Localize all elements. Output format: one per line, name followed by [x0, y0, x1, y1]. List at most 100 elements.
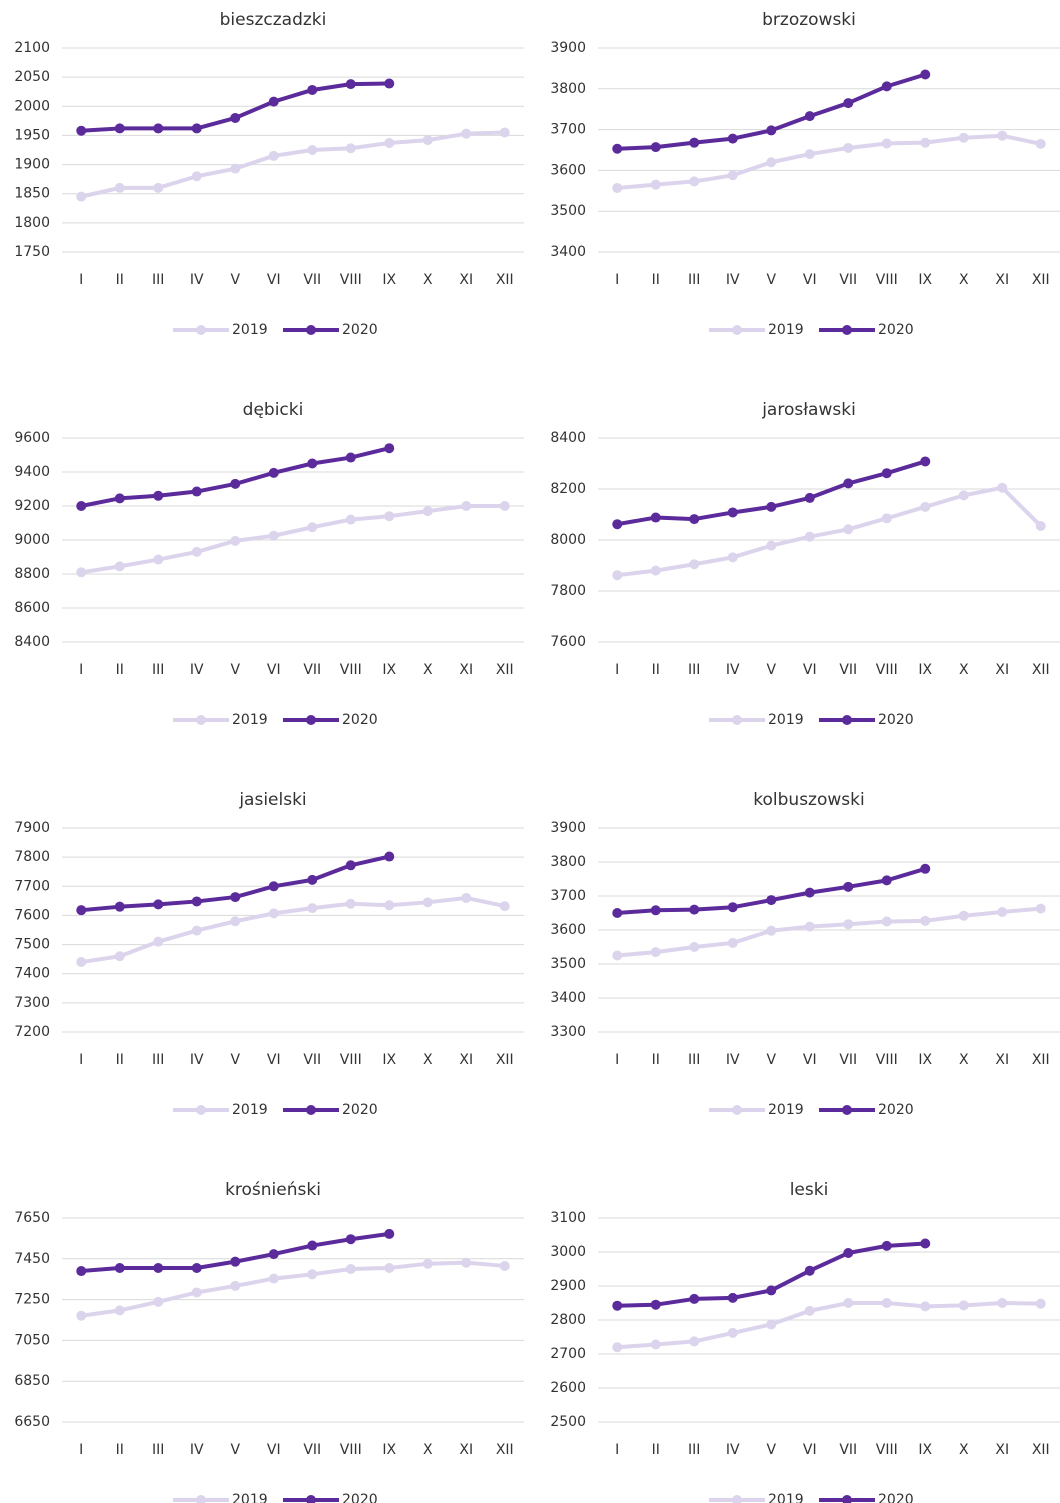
chart: kolbuszowski 3300 3400 3500 3600 3700 3800 3900… — [550, 790, 1060, 1118]
x-tick-label: III — [152, 1442, 164, 1458]
point — [230, 163, 241, 174]
legend-marker — [196, 325, 206, 335]
point — [153, 936, 164, 947]
point — [191, 546, 202, 557]
point — [881, 875, 892, 886]
y-tick-label: 7600 — [550, 634, 586, 650]
point — [153, 123, 164, 134]
legend-marker — [306, 1495, 316, 1503]
x-tick-label: XI — [459, 662, 473, 678]
legend-marker — [842, 1105, 852, 1115]
point — [345, 860, 356, 871]
x-tick-label: V — [230, 272, 240, 288]
y-tick-label: 1950 — [14, 127, 50, 143]
legend-label: 2020 — [342, 1102, 378, 1118]
point — [727, 552, 738, 563]
point — [920, 456, 931, 467]
x-tick-label: I — [615, 1442, 619, 1458]
series-line — [616, 459, 926, 527]
point — [804, 149, 815, 160]
x-tick-label: IX — [918, 272, 932, 288]
y-tick-label: 7800 — [14, 849, 50, 865]
point — [307, 522, 318, 533]
x-tick-label: II — [652, 1442, 660, 1458]
x-tick-label: V — [230, 1052, 240, 1068]
point — [230, 916, 241, 927]
x-tick-label: IV — [190, 662, 204, 678]
point — [689, 137, 700, 148]
legend-label: 2019 — [768, 712, 804, 728]
x-tick-label: X — [423, 1442, 433, 1458]
x-tick-label: VIII — [340, 662, 362, 678]
point — [920, 1301, 931, 1312]
point — [76, 1310, 87, 1321]
legend-marker — [196, 715, 206, 725]
point — [384, 851, 395, 862]
x-tick-label: V — [230, 1442, 240, 1458]
point — [843, 98, 854, 109]
y-tick-label: 2800 — [550, 1312, 586, 1328]
x-tick-label: VII — [839, 1442, 857, 1458]
x-tick-label: IX — [382, 1052, 396, 1068]
x-tick-label: III — [688, 662, 700, 678]
point — [650, 905, 661, 916]
point — [153, 1296, 164, 1307]
legend-marker — [306, 715, 316, 725]
point — [76, 957, 87, 968]
x-tick-label: XI — [459, 1052, 473, 1068]
x-tick-label: V — [766, 1442, 776, 1458]
series-line — [80, 895, 506, 965]
series-line — [81, 854, 390, 913]
point — [76, 191, 87, 202]
point — [230, 1256, 241, 1267]
point — [191, 123, 202, 134]
x-tick-label: XII — [1032, 1052, 1050, 1068]
point — [76, 567, 87, 578]
legend-label: 2019 — [232, 322, 268, 338]
x-tick-label: V — [766, 662, 776, 678]
point — [766, 895, 777, 906]
x-tick-label: II — [652, 662, 660, 678]
x-tick-label: IV — [190, 1052, 204, 1068]
legend-label: 2019 — [768, 1492, 804, 1503]
legend-label: 2020 — [878, 1492, 914, 1503]
point — [881, 468, 892, 479]
x-tick-label: VIII — [876, 1052, 898, 1068]
point — [76, 125, 87, 136]
y-tick-label: 7200 — [14, 1024, 50, 1040]
x-tick-label: VI — [267, 1442, 281, 1458]
x-tick-label: III — [688, 1442, 700, 1458]
legend-label: 2019 — [768, 322, 804, 338]
point — [689, 1336, 700, 1347]
point — [650, 512, 661, 523]
x-tick-label: XI — [995, 1052, 1009, 1068]
point — [268, 467, 279, 478]
y-tick-label: 1900 — [14, 157, 50, 173]
series-line — [80, 446, 390, 508]
series-line — [80, 504, 505, 575]
x-tick-label: IX — [382, 1442, 396, 1458]
point — [345, 898, 356, 909]
point — [689, 904, 700, 915]
y-tick-label: 3500 — [550, 956, 586, 972]
point — [804, 531, 815, 542]
y-tick-label: 9600 — [14, 430, 50, 446]
x-tick-label: IX — [382, 662, 396, 678]
point — [997, 482, 1008, 493]
x-tick-label: IV — [726, 662, 740, 678]
y-tick-label: 7300 — [14, 995, 50, 1011]
y-tick-label: 7400 — [14, 966, 50, 982]
point — [461, 1257, 472, 1268]
x-tick-label: I — [79, 1052, 83, 1068]
series-line — [80, 130, 505, 199]
x-tick-label: XII — [496, 272, 514, 288]
y-tick-label: 7800 — [550, 583, 586, 599]
x-tick-label: VIII — [340, 1052, 362, 1068]
x-tick-label: III — [688, 272, 700, 288]
point — [307, 145, 318, 155]
point — [804, 1305, 815, 1316]
x-tick-label: VII — [839, 1052, 857, 1068]
point — [268, 908, 279, 919]
